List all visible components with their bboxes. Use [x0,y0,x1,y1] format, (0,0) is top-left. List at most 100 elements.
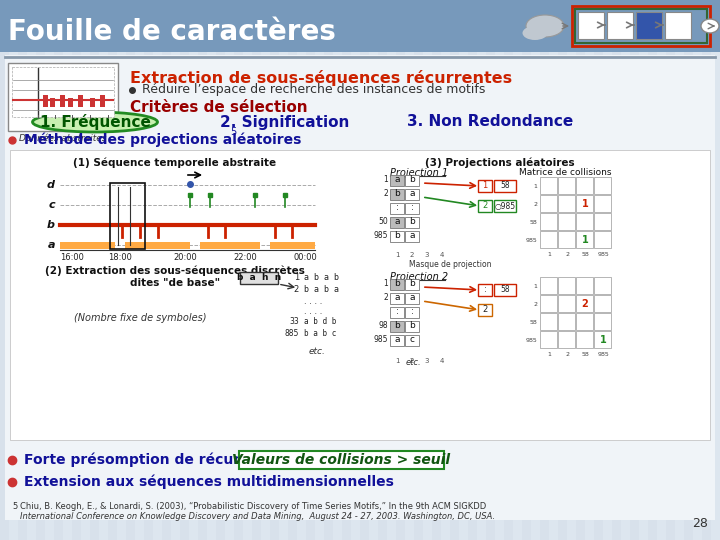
Text: a b d b: a b d b [304,318,336,327]
Text: etc.: etc. [309,347,325,356]
Bar [494,200,516,212]
Text: International Conference on Knowledge Discovery and Data Mining,  August 24 - 27: International Conference on Knowledge Di… [20,512,495,521]
Bar [576,313,593,330]
Bar [648,52,657,540]
Text: 1: 1 [582,235,588,245]
Bar [378,52,387,540]
Text: . . . .: . . . . [304,307,323,316]
Bar [607,12,633,39]
Bar [100,95,105,107]
Bar [108,52,117,540]
Bar [5,55,715,520]
Bar [54,52,63,540]
Bar [578,12,604,39]
Bar [390,307,404,318]
Text: 2: 2 [482,201,487,211]
Bar [405,175,419,186]
Text: c: c [48,200,55,210]
Bar [78,95,83,107]
Text: 58: 58 [581,252,589,257]
Bar [50,98,55,107]
Bar [43,95,48,107]
Bar [486,52,495,540]
Text: :: : [410,307,413,316]
Text: Extraction de sous-séquences récurrentes: Extraction de sous-séquences récurrentes [130,70,512,86]
Bar [558,295,575,312]
Bar [558,177,575,194]
Bar [0,52,9,540]
Bar [110,183,145,249]
Bar [558,52,567,540]
Text: Projection 2: Projection 2 [390,272,448,282]
Bar [478,304,492,316]
Bar [504,52,513,540]
Bar [522,52,531,540]
Text: 3. Non Redondance: 3. Non Redondance [407,114,573,130]
Text: a: a [48,240,55,250]
Bar [594,177,611,194]
Text: 985: 985 [597,352,609,357]
Bar [360,52,369,540]
Bar [144,52,153,540]
Bar [10,150,710,440]
Text: b: b [394,190,400,199]
Bar [478,200,492,212]
Text: 1: 1 [600,335,606,345]
Bar [666,52,675,540]
Text: 985: 985 [374,232,388,240]
Text: a b a b: a b a b [304,273,339,281]
Text: 18:00: 18:00 [108,253,132,262]
Bar [180,52,189,540]
Text: 58: 58 [529,320,537,325]
Text: 2: 2 [565,252,569,257]
Text: b a b c: b a b c [304,329,336,339]
Bar [558,195,575,212]
Text: 985: 985 [374,335,388,345]
Text: 1: 1 [582,199,588,209]
Text: 5: 5 [12,502,17,511]
Bar [405,217,419,228]
Text: Critères de sélection: Critères de sélection [130,100,307,115]
Bar [240,272,278,284]
Text: :: : [484,286,487,294]
Text: 1: 1 [533,184,537,188]
Text: (2) Extraction des sous-séquences discrètes: (2) Extraction des sous-séquences discrè… [45,265,305,275]
Bar [405,279,419,290]
Bar [576,331,593,348]
Bar [200,242,260,249]
Bar [636,12,662,39]
Text: 58: 58 [581,352,589,357]
Bar [36,52,45,540]
Text: 2: 2 [294,285,299,294]
Text: 2: 2 [582,299,588,309]
Bar [478,284,492,296]
Bar [405,321,419,332]
Bar [594,195,611,212]
Bar [612,52,621,540]
Text: 2: 2 [383,190,388,199]
Bar [405,293,419,304]
Bar [90,52,99,540]
Bar [594,231,611,248]
Text: 4: 4 [440,252,444,258]
Text: 4: 4 [440,358,444,364]
Text: 1: 1 [383,280,388,288]
Text: 5: 5 [230,127,236,137]
Text: (1) Séquence temporelle abstraite: (1) Séquence temporelle abstraite [73,157,276,167]
Bar [540,231,557,248]
Bar [234,52,243,540]
Bar [90,98,95,107]
Text: 58: 58 [500,181,510,191]
Text: Fouille de caractères: Fouille de caractères [8,18,336,46]
Bar [540,295,557,312]
Bar [684,52,693,540]
Text: Chiu, B. Keogh, E., & Lonardi, S. (2003), “Probabilistic Discovery of Time Serie: Chiu, B. Keogh, E., & Lonardi, S. (2003)… [20,502,486,511]
Bar [405,189,419,200]
Text: 2: 2 [482,306,487,314]
Text: 50: 50 [378,218,388,226]
Bar [576,295,593,312]
Bar [270,52,279,540]
Text: a: a [395,176,400,185]
Text: Valeurs de collisions > seuil: Valeurs de collisions > seuil [232,453,450,467]
Text: 1. Fréquence: 1. Fréquence [40,114,150,130]
